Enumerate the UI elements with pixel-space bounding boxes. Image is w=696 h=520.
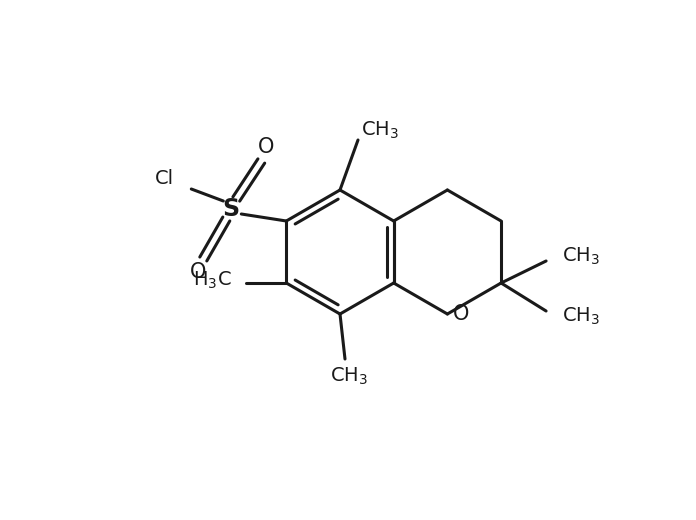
- Text: CH$_3$: CH$_3$: [562, 245, 600, 267]
- Text: H$_3$C: H$_3$C: [193, 269, 231, 291]
- Text: CH$_3$: CH$_3$: [361, 120, 399, 140]
- Text: O: O: [453, 304, 470, 324]
- Text: O: O: [190, 262, 207, 282]
- Text: Cl: Cl: [155, 170, 174, 188]
- Text: S: S: [223, 197, 240, 221]
- Text: O: O: [258, 137, 274, 157]
- Text: CH$_3$: CH$_3$: [330, 366, 368, 387]
- Text: CH$_3$: CH$_3$: [562, 305, 600, 327]
